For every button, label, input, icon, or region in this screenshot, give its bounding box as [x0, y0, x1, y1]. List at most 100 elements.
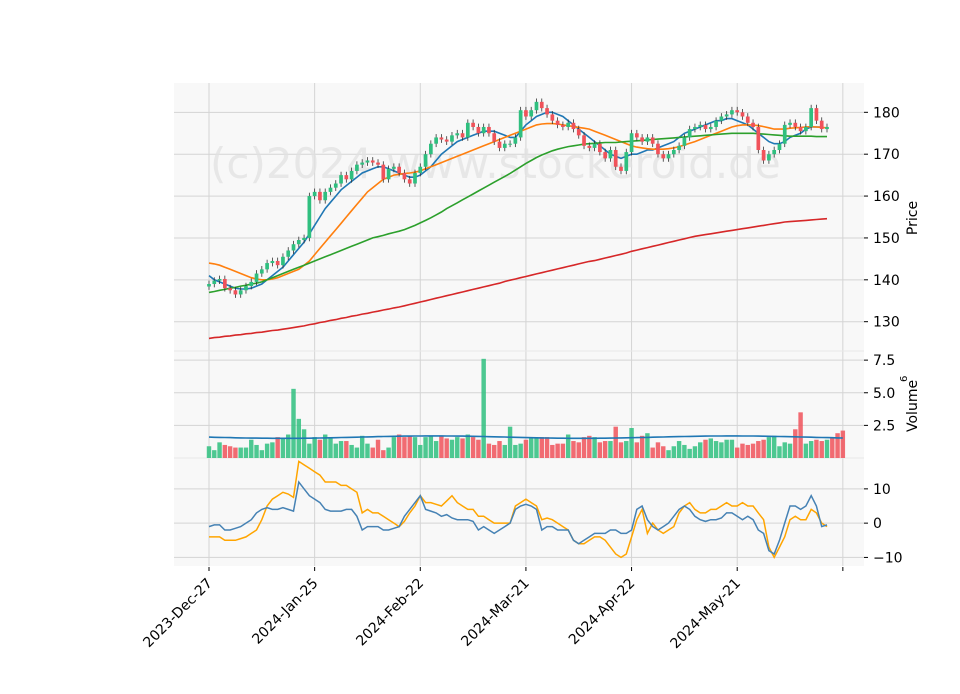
volume-bar — [481, 358, 486, 458]
candle-body — [650, 137, 655, 144]
candle-body — [217, 278, 222, 281]
volume-bar — [375, 439, 381, 458]
volume-bar — [597, 442, 603, 458]
volume-bar — [407, 435, 412, 458]
volume-bar — [528, 438, 534, 458]
candle-body — [344, 175, 349, 180]
volume-bar — [624, 441, 629, 458]
candlesticks — [207, 98, 829, 298]
volume-bar — [254, 444, 259, 458]
candle-body — [418, 166, 423, 174]
macd-panel-bg — [174, 458, 864, 566]
volume-bar — [840, 430, 846, 458]
candle-body — [487, 126, 491, 134]
volume-bar — [523, 439, 529, 458]
volume-bar — [655, 442, 661, 458]
candle-body — [677, 145, 681, 150]
macd-tick-label: −10 — [873, 550, 903, 566]
volume-bar — [539, 437, 544, 458]
volume-bar — [275, 437, 280, 458]
candle-body — [212, 280, 217, 284]
volume-bar — [777, 446, 782, 458]
candle-body — [608, 150, 613, 159]
volume-axis-label: Volume — [905, 380, 921, 432]
candle-body — [714, 120, 718, 127]
volume-bar — [676, 441, 682, 458]
candle-body — [619, 166, 623, 171]
macd-lines — [208, 460, 828, 560]
candle-body — [819, 120, 824, 130]
candle-body — [571, 122, 576, 130]
candle-body — [708, 126, 713, 130]
price-tick-label: 150 — [873, 231, 900, 247]
candle-body — [312, 191, 317, 197]
volume-bar — [402, 437, 407, 458]
volume-bar — [734, 447, 740, 458]
candle-body — [254, 273, 259, 282]
candle-body — [397, 166, 402, 174]
candle-body — [275, 260, 280, 266]
candle-body — [598, 143, 602, 153]
volume-bar — [808, 441, 814, 458]
moving-average-line — [208, 217, 828, 340]
volume-bar — [492, 444, 497, 458]
volume-bar — [745, 444, 750, 458]
volume-bar — [698, 442, 703, 458]
candle-body — [809, 108, 814, 127]
moving-average-line — [208, 122, 828, 281]
volume-bars — [206, 358, 846, 458]
candle-body — [259, 269, 264, 274]
candle-body — [687, 129, 692, 138]
price-tick-label: 170 — [873, 147, 900, 163]
candle-body — [756, 126, 761, 150]
volume-bar — [798, 412, 803, 458]
volume-bar — [713, 441, 719, 458]
volume-bar — [470, 437, 476, 458]
volume-bar — [322, 434, 328, 458]
volume-bar — [365, 443, 370, 458]
volume-bar — [814, 439, 819, 458]
volume-bar — [465, 434, 471, 458]
volume-bar — [592, 437, 597, 458]
volume-bar — [238, 447, 243, 458]
candle-body — [471, 122, 475, 127]
volume-bar — [301, 429, 307, 458]
volume-bar — [497, 441, 502, 458]
volume-bar — [645, 433, 650, 458]
candle-body — [788, 122, 792, 125]
volume-tick-label: 7.5 — [873, 353, 895, 369]
candle-body — [735, 110, 740, 113]
candle-body — [671, 150, 676, 155]
candle-body — [365, 160, 370, 163]
volume-bar — [618, 442, 624, 458]
volume-average-line — [208, 435, 843, 440]
volume-bar — [317, 439, 323, 458]
volume-bar — [835, 433, 840, 458]
candle-body — [724, 114, 729, 117]
volume-bar — [824, 439, 830, 458]
candle-body — [508, 143, 512, 145]
price-tick-label: 180 — [873, 105, 900, 121]
volume-bar — [381, 450, 386, 458]
volume-bar — [486, 443, 492, 458]
volume-bar — [565, 434, 571, 458]
volume-bar — [455, 437, 460, 458]
volume-bar — [333, 443, 338, 458]
candle-body — [444, 139, 449, 142]
volume-bar — [661, 446, 666, 458]
candle-body — [793, 122, 798, 127]
volume-bar — [439, 435, 444, 458]
candle-body — [328, 187, 333, 192]
volume-bar — [476, 439, 481, 458]
volume-bar — [328, 437, 333, 458]
volume-bar — [396, 434, 402, 458]
volume-bar — [666, 450, 671, 458]
candle-body — [323, 191, 328, 201]
volume-bar — [222, 444, 228, 458]
volume-bar — [264, 443, 270, 458]
candle-body — [333, 183, 338, 188]
volume-bar — [270, 442, 275, 458]
candle-body — [539, 101, 544, 109]
grid-lines — [174, 83, 864, 566]
